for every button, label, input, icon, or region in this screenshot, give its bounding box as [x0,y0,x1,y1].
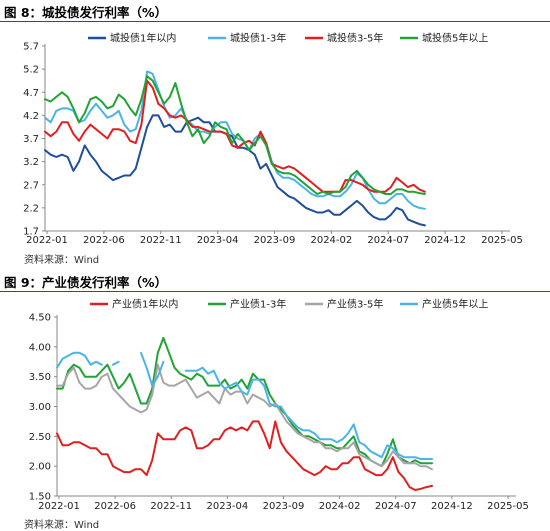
x-tick-label: 2024-12 [431,501,473,512]
y-tick-label: 3.2 [23,157,39,168]
title-rule-1 [0,21,550,22]
x-tick-label: 2024-12 [424,235,466,246]
chart-source-2: 资料来源：Wind [24,520,100,531]
x-tick-label: 2024-07 [375,501,417,512]
y-tick-label: 1.7 [23,227,39,238]
chart-title-2: 图 9：产业债发行利率（%） [4,275,168,290]
legend-label: 产业债1年以内 [112,298,178,311]
x-tick-label: 2024-07 [367,235,409,246]
chart-title-1: 图 8：城投债发行利率（%） [4,5,168,20]
series-line-2 [56,336,433,468]
y-tick-label: 5.2 [23,65,39,76]
series-line-1 [44,114,426,227]
x-tick-label: 2022-11 [140,235,182,246]
legend-label: 城投债3-5年 [327,32,383,45]
legend-label: 城投债5年以上 [422,32,488,45]
y-tick-label: 2.7 [23,180,39,191]
x-tick-label: 2024-02 [310,235,352,246]
series-line-1 [56,420,433,491]
title-rule-2 [0,291,550,292]
x-tick-label: 2022-06 [83,235,125,246]
x-tick-label: 2022-06 [94,501,136,512]
y-tick-label: 2.2 [23,203,39,214]
x-tick-label: 2023-09 [254,235,296,246]
x-tick-label: 2023-09 [263,501,305,512]
series-line-4 [184,366,433,460]
legend-label: 产业债3-5年 [327,298,383,311]
chart-source-1: 资料来源：Wind [24,255,100,266]
series-line-4 [44,75,426,195]
chart-2: 1.50 2.00 2.50 3.00 3.50 4.00 4.50 2022-01 2022-… [29,298,529,513]
y-tick-label: 2.00 [29,462,51,473]
x-tick-label: 2022-11 [150,501,192,512]
y-tick-label: 3.7 [23,134,39,145]
y-tick-label: 5.7 [23,42,39,53]
y-tick-label: 1.50 [29,492,51,503]
y-tick-label: 4.2 [23,111,39,122]
x-tick-label: 2025-05 [481,235,523,246]
x-tick-label: 2022-01 [38,501,80,512]
chart-1: 1.7 2.2 2.7 3.2 3.7 4.2 4.7 5.2 5.7 2022-01 2022-0… [23,32,523,247]
legend-label: 城投债1年以内 [110,32,176,45]
series-line-4 [140,351,165,387]
series-line-3 [44,79,426,193]
x-tick-label: 2023-04 [206,501,248,512]
legend-label: 产业债1-3年 [230,298,286,311]
series-line-4 [56,351,103,369]
y-tick-label: 4.50 [29,313,51,324]
x-tick-label: 2024-02 [319,501,361,512]
y-tick-label: 2.50 [29,432,51,443]
series-line-3 [56,363,433,471]
x-tick-label: 2022-01 [26,235,68,246]
legend-label: 城投债1-3年 [230,32,286,45]
y-tick-label: 4.00 [29,342,51,353]
legend-label: 产业债5年以上 [422,298,488,311]
y-tick-label: 3.50 [29,372,51,383]
x-tick-label: 2025-05 [487,501,529,512]
y-tick-label: 3.00 [29,402,51,413]
x-tick-label: 2023-04 [197,235,239,246]
y-tick-label: 4.7 [23,88,39,99]
series-line-4 [112,360,120,366]
